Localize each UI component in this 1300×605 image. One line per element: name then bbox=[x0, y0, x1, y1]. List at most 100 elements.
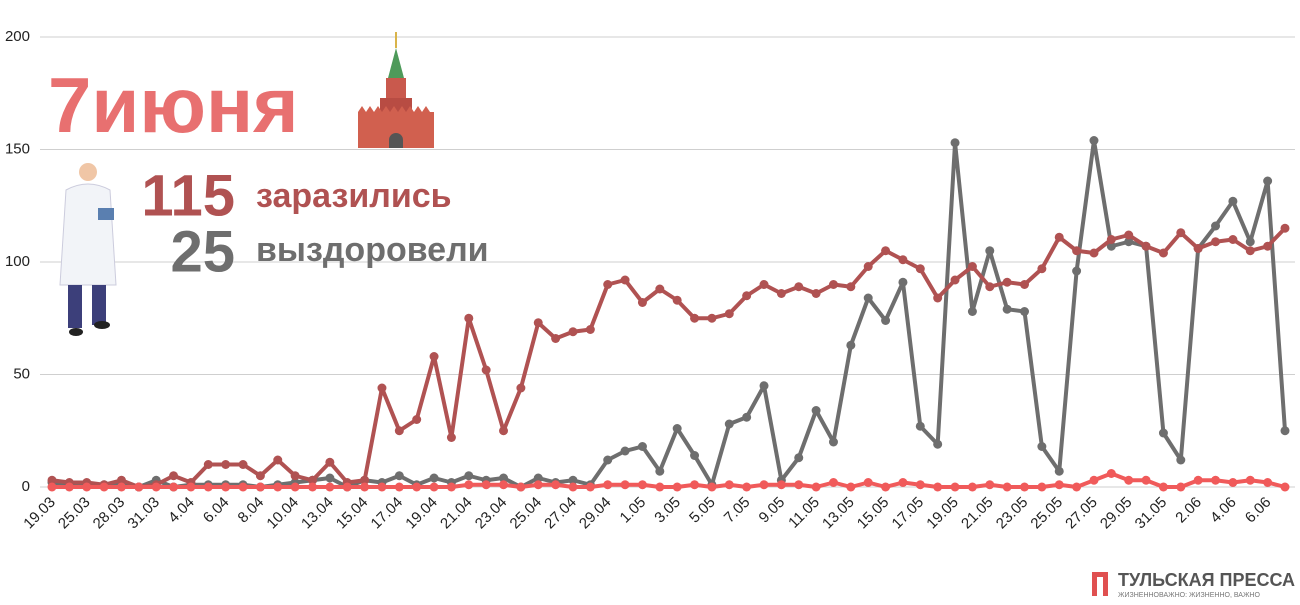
point bbox=[933, 293, 943, 303]
x-tick-label: 19.05 bbox=[923, 494, 962, 533]
point bbox=[776, 289, 786, 298]
point bbox=[759, 381, 769, 391]
recovered-number: 25 bbox=[170, 219, 235, 284]
x-tick-label: 4.06 bbox=[1207, 494, 1240, 527]
point bbox=[898, 255, 908, 265]
point bbox=[759, 280, 769, 289]
point bbox=[603, 455, 613, 465]
point bbox=[1124, 230, 1134, 240]
point bbox=[811, 482, 821, 492]
point bbox=[898, 277, 908, 287]
y-tick-label: 200 bbox=[5, 28, 30, 45]
point bbox=[690, 451, 700, 460]
x-tick-label: 17.05 bbox=[889, 494, 928, 533]
point bbox=[516, 482, 526, 492]
point bbox=[828, 437, 838, 447]
point bbox=[325, 482, 335, 492]
point bbox=[742, 291, 752, 301]
point bbox=[47, 482, 57, 492]
point bbox=[377, 482, 387, 492]
point bbox=[1176, 482, 1186, 492]
point bbox=[794, 480, 804, 490]
point bbox=[499, 426, 509, 436]
point bbox=[568, 475, 578, 485]
point bbox=[933, 482, 943, 492]
point bbox=[1193, 244, 1203, 253]
point bbox=[1089, 136, 1099, 145]
line bbox=[51, 138, 1287, 489]
point bbox=[828, 478, 838, 487]
doctor-icon bbox=[59, 163, 117, 336]
point bbox=[360, 482, 370, 492]
x-tick-label: 15.04 bbox=[333, 494, 372, 533]
logo: ТУЛЬСКАЯ ПРЕССА ЖИЗНЕННОВАЖНО: ЖИЗНЕННО,… bbox=[1092, 570, 1295, 599]
grid: 0 50 100 150 200 bbox=[5, 28, 1295, 495]
point bbox=[863, 478, 873, 487]
x-tick-label: 25.04 bbox=[507, 494, 546, 533]
point bbox=[1124, 237, 1134, 247]
point bbox=[794, 282, 804, 292]
point bbox=[568, 482, 578, 492]
point bbox=[533, 480, 543, 490]
x-tick-label: 6.06 bbox=[1242, 494, 1275, 527]
point bbox=[637, 442, 647, 451]
logo-tagline: ЖИЗНЕННОВАЖНО: ЖИЗНЕННО, ВАЖНО bbox=[1118, 592, 1260, 599]
point bbox=[169, 482, 179, 492]
point bbox=[1263, 176, 1273, 186]
point bbox=[377, 383, 387, 393]
x-tick-label: 6.04 bbox=[200, 494, 233, 527]
point bbox=[1280, 482, 1290, 492]
point bbox=[221, 460, 231, 469]
y-tick-label: 100 bbox=[5, 253, 30, 270]
point bbox=[915, 480, 925, 490]
point bbox=[1280, 223, 1290, 233]
point bbox=[1020, 280, 1030, 289]
point bbox=[967, 307, 977, 316]
point bbox=[1176, 455, 1186, 465]
point bbox=[464, 313, 474, 323]
y-tick-label: 150 bbox=[5, 140, 30, 157]
y-tick-label: 50 bbox=[13, 365, 30, 382]
x-tick-label: 8.04 bbox=[235, 494, 268, 527]
point bbox=[585, 482, 595, 492]
point bbox=[672, 295, 682, 305]
point bbox=[950, 275, 960, 285]
x-tick-label: 29.05 bbox=[1097, 494, 1136, 533]
point bbox=[846, 340, 856, 350]
x-tick-label: 3.05 bbox=[651, 494, 684, 527]
x-tick-label: 19.04 bbox=[402, 494, 441, 533]
point bbox=[846, 282, 856, 292]
x-tick-label: 4.04 bbox=[165, 494, 198, 527]
point bbox=[967, 262, 977, 271]
point bbox=[446, 482, 456, 492]
point bbox=[99, 482, 109, 492]
point bbox=[1211, 237, 1221, 247]
point bbox=[394, 471, 404, 481]
point bbox=[759, 480, 769, 490]
point bbox=[898, 478, 908, 487]
point bbox=[985, 282, 995, 292]
point bbox=[1072, 266, 1082, 276]
point bbox=[915, 264, 925, 274]
point bbox=[637, 298, 647, 307]
x-tick-label: 21.04 bbox=[437, 494, 476, 533]
point bbox=[551, 480, 561, 490]
point bbox=[915, 421, 925, 431]
point bbox=[1106, 241, 1116, 251]
point bbox=[1002, 482, 1012, 492]
point bbox=[828, 280, 838, 289]
point bbox=[1158, 248, 1168, 258]
point bbox=[655, 284, 665, 294]
point bbox=[620, 480, 630, 490]
point bbox=[82, 482, 92, 492]
point bbox=[1054, 480, 1064, 490]
x-tick-label: 31.03 bbox=[124, 494, 163, 533]
x-tick-label: 7.05 bbox=[721, 494, 754, 527]
point bbox=[1037, 442, 1047, 451]
point bbox=[1228, 196, 1238, 206]
point bbox=[412, 482, 422, 492]
point bbox=[1106, 469, 1116, 478]
point bbox=[221, 482, 231, 492]
x-tick-label: 25.03 bbox=[55, 494, 94, 533]
point bbox=[533, 318, 543, 328]
